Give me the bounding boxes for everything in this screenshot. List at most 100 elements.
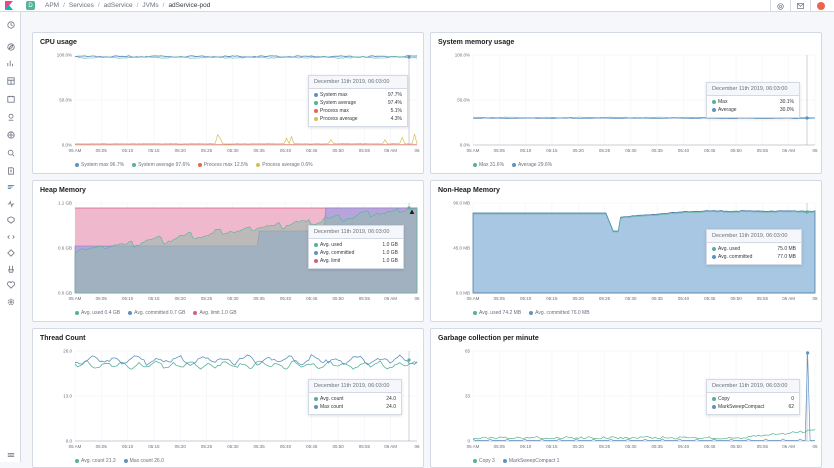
discover-icon[interactable] bbox=[6, 42, 15, 51]
breadcrumb-apm[interactable]: APM bbox=[45, 2, 60, 9]
x-tick-label: 05 AM bbox=[467, 296, 480, 301]
dev-tools-wrench-icon[interactable] bbox=[6, 264, 15, 273]
management-gear-icon[interactable] bbox=[6, 297, 15, 306]
garbage-collection-panel: Garbage collection per minute 65 33 0 05 AM… bbox=[430, 328, 822, 468]
maps-icon[interactable] bbox=[6, 112, 15, 121]
tooltip-label: Max bbox=[718, 99, 728, 105]
x-tick-label: 05:15 bbox=[148, 444, 160, 449]
panel-title: System memory usage bbox=[438, 39, 515, 46]
x-tick-label: 05:25 bbox=[201, 148, 213, 153]
thread-count-chart[interactable]: 26.0 13.0 0.005 AM 05:05 05:10 05:15 05:20 05:2… bbox=[33, 345, 424, 459]
series-color-dot bbox=[712, 247, 716, 251]
chart-tooltip: December 11th 2019, 06:03:00 Avg. count 2… bbox=[308, 379, 402, 415]
chart-tooltip: December 11th 2019, 06:03:00 Avg. used 1.… bbox=[308, 225, 404, 269]
mail-icon[interactable] bbox=[790, 0, 810, 12]
x-tick-label: 05:50 bbox=[730, 296, 742, 301]
tooltip-label: Avg. limit bbox=[320, 258, 341, 264]
chart-legend: Max 31.6% Average 29.6% bbox=[473, 162, 552, 168]
legend-item[interactable]: Process max 12.5% bbox=[197, 162, 249, 168]
uptime-icon[interactable] bbox=[6, 199, 15, 208]
legend-item[interactable]: MarkSweepCompact 1 bbox=[502, 458, 559, 464]
series-color-dot bbox=[473, 459, 477, 463]
recent-icon[interactable] bbox=[6, 20, 15, 29]
x-tick-label: 05:45 bbox=[306, 296, 318, 301]
series-color-dot bbox=[473, 311, 477, 315]
legend-item[interactable]: Avg. committed 76.0 MB bbox=[529, 310, 590, 316]
system-max-line bbox=[74, 55, 418, 58]
hover-point bbox=[805, 210, 809, 214]
legend-label: Copy 3 bbox=[479, 458, 495, 464]
legend-item[interactable]: Process average 0.6% bbox=[256, 162, 313, 168]
kibana-logo-icon[interactable] bbox=[0, 0, 18, 12]
hover-point bbox=[806, 351, 810, 355]
tooltip-row: Avg. limit 1.0 GB bbox=[309, 257, 403, 265]
x-tick-label: 05 AM bbox=[69, 444, 82, 449]
x-tick-label: 05 AM bbox=[69, 148, 82, 153]
legend-item[interactable]: Avg. used 0.4 GB bbox=[75, 310, 120, 316]
heartbeat-icon[interactable] bbox=[6, 280, 15, 289]
legend-item[interactable]: Avg. limit 1.0 GB bbox=[193, 310, 237, 316]
legend-label: System max 96.7% bbox=[81, 162, 125, 168]
chart-legend: Avg. used 0.4 GB Avg. committed 0.7 GB Avg… bbox=[75, 310, 237, 316]
infrastructure-icon[interactable] bbox=[6, 148, 15, 157]
chart-legend: Avg. used 74.2 MB Avg. committed 76.0 MB bbox=[473, 310, 590, 316]
x-tick-label: 05:35 bbox=[652, 148, 664, 153]
tooltip-label: Avg. used bbox=[320, 242, 343, 248]
apm-icon[interactable] bbox=[6, 182, 15, 191]
legend-item[interactable]: Max count 26.0 bbox=[123, 458, 164, 464]
logs-icon[interactable] bbox=[6, 166, 15, 175]
copy-line bbox=[472, 429, 816, 440]
x-tick-label: 05:25 bbox=[599, 296, 611, 301]
series-color-dot bbox=[314, 109, 318, 113]
collapse-menu-icon[interactable] bbox=[6, 450, 15, 459]
series-color-dot bbox=[712, 255, 716, 259]
y-tick-label: 0.6 GB bbox=[58, 246, 72, 251]
legend-item[interactable]: Avg. count 21.3 bbox=[75, 458, 116, 464]
breadcrumb-separator: / bbox=[136, 2, 139, 9]
space-avatar[interactable]: D bbox=[26, 1, 35, 10]
legend-label: Avg. used 74.2 MB bbox=[479, 310, 522, 316]
x-tick-label: 05:55 bbox=[359, 444, 371, 449]
tooltip-label: Avg. count bbox=[320, 396, 344, 402]
breadcrumb-services[interactable]: Services bbox=[68, 2, 94, 9]
tooltip-value: 30.1% bbox=[779, 99, 794, 105]
series-color-dot bbox=[712, 100, 716, 104]
x-tick-label: 05:15 bbox=[546, 148, 558, 153]
dashboard-icon[interactable] bbox=[6, 76, 15, 85]
stack-monitoring-icon[interactable] bbox=[6, 248, 15, 257]
legend-item[interactable]: Avg. used 74.2 MB bbox=[473, 310, 521, 316]
y-tick-label: 0.0% bbox=[460, 143, 470, 148]
hover-point bbox=[407, 55, 411, 59]
legend-item[interactable]: Avg. committed 0.7 GB bbox=[128, 310, 185, 316]
x-tick-label: 05 AM bbox=[69, 296, 82, 301]
x-tick-label: 05:55 bbox=[359, 296, 371, 301]
legend-item[interactable]: System average 97.6% bbox=[132, 162, 190, 168]
non-heap-memory-panel: Non-Heap Memory 90.0 MB 45.0 MB 0.0 MB 05 A… bbox=[430, 180, 822, 322]
legend-item[interactable]: System max 96.7% bbox=[75, 162, 124, 168]
series-color-dot bbox=[314, 251, 318, 255]
visualize-icon[interactable] bbox=[6, 58, 15, 67]
dev-tools-icon[interactable] bbox=[6, 232, 15, 241]
hover-point bbox=[407, 358, 411, 362]
legend-label: Process max 12.5% bbox=[203, 162, 249, 168]
x-tick-label: 05:45 bbox=[306, 148, 318, 153]
x-tick-label: 05:10 bbox=[122, 148, 134, 153]
legend-item[interactable]: Copy 3 bbox=[473, 458, 495, 464]
legend-label: Avg. limit 1.0 GB bbox=[199, 310, 237, 316]
siem-icon[interactable] bbox=[6, 215, 15, 224]
breadcrumb-service[interactable]: adService bbox=[103, 2, 133, 9]
ml-icon[interactable] bbox=[6, 130, 15, 139]
legend-item[interactable]: Max 31.6% bbox=[473, 162, 504, 168]
legend-item[interactable]: Average 29.6% bbox=[512, 162, 552, 168]
average-line bbox=[472, 117, 816, 120]
help-icon[interactable] bbox=[770, 0, 790, 12]
user-menu-button[interactable] bbox=[810, 0, 830, 12]
y-tick-label: 0 bbox=[467, 439, 470, 444]
x-tick-label: 06 AM bbox=[384, 148, 397, 153]
y-tick-label: 26.0 bbox=[63, 349, 72, 354]
canvas-icon[interactable] bbox=[6, 94, 15, 103]
x-tick-label: 05:50 bbox=[730, 444, 742, 449]
breadcrumb-jvms[interactable]: JVMs bbox=[142, 2, 159, 9]
tooltip-row: Average 30.0% bbox=[707, 106, 799, 114]
chart-tooltip: December 11th 2019, 06:03:00 System max 9… bbox=[308, 75, 408, 127]
